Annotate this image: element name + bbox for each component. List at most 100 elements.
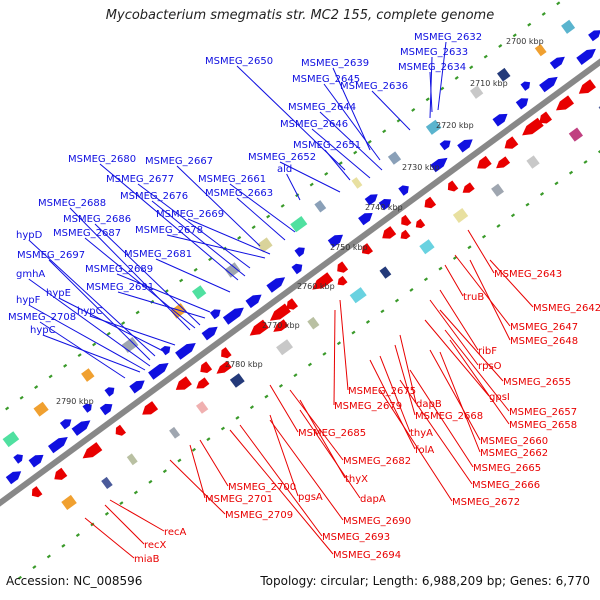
forward-feature-box — [470, 85, 484, 99]
forward-gene-label: MSMEG_2688 — [38, 198, 106, 209]
forward-gene-label: MSMEG_2677 — [106, 174, 174, 185]
forward-leader-line — [311, 128, 371, 179]
reverse-gene-label: MSMEG_2668 — [415, 411, 483, 422]
reverse-gene-label: MSMEG_2709 — [225, 510, 293, 521]
reverse-feature-box — [196, 401, 209, 414]
guide-dot — [498, 44, 503, 48]
forward-leader-line — [48, 259, 151, 361]
reverse-leader-line — [467, 229, 495, 274]
reverse-leader-line — [439, 309, 504, 382]
reverse-gene-label: rpsO — [478, 361, 502, 372]
forward-leader-line — [155, 258, 231, 293]
reverse-gene-label: truB — [463, 292, 484, 303]
reverse-gene-label: dapA — [360, 494, 386, 505]
guide-dot — [75, 533, 80, 538]
reverse-gene-label: MSMEG_2701 — [205, 494, 273, 505]
reverse-leader-line — [84, 517, 135, 559]
forward-gene-label: MSMEG_2678 — [135, 225, 203, 236]
reverse-gene-arrow — [496, 156, 511, 169]
forward-gene-arrow — [430, 157, 448, 173]
guide-dot — [208, 257, 213, 262]
reverse-feature-box — [276, 339, 293, 356]
reverse-leader-line — [109, 499, 165, 532]
forward-gene-label: MSMEG_2691 — [86, 282, 154, 293]
forward-gene-label: MSMEG_2697 — [17, 250, 85, 261]
reverse-gene-label: MSMEG_2675 — [348, 386, 416, 397]
tick-label: 2790 kbp — [56, 397, 94, 406]
reverse-gene-label: MSMEG_2655 — [503, 377, 571, 388]
reverse-gene-arrow — [196, 377, 210, 389]
tick-label: 2720 kbp — [436, 121, 474, 130]
forward-gene-label: MSMEG_2689 — [85, 264, 153, 275]
forward-leader-line — [94, 223, 201, 326]
reverse-feature-box — [229, 373, 245, 388]
genome-summary: Topology: circular; Length: 6,988,209 bp… — [260, 574, 590, 588]
forward-gene-arrow — [99, 403, 113, 416]
forward-gene-arrow — [520, 81, 531, 91]
forward-feature-box — [290, 216, 308, 233]
guide-dot — [568, 170, 574, 175]
guide-dot — [133, 490, 138, 495]
reverse-gene-arrow — [382, 226, 397, 239]
forward-gene-arrow — [576, 48, 596, 65]
guide-dot — [32, 565, 37, 570]
forward-gene-arrow — [378, 199, 392, 211]
guide-dot — [554, 181, 559, 186]
forward-feature-box — [387, 151, 402, 165]
reverse-leader-line — [429, 349, 481, 441]
forward-leader-line — [429, 71, 433, 113]
forward-gene-arrow — [28, 454, 44, 468]
reverse-gene-arrow — [142, 401, 159, 415]
forward-gene-arrow — [327, 234, 343, 248]
reverse-gene-label: thyA — [410, 428, 433, 439]
guide-dot — [324, 171, 329, 176]
guide-dot — [278, 383, 284, 388]
forward-gene-arrow — [549, 56, 565, 70]
forward-gene-arrow — [492, 113, 508, 127]
forward-gene-arrow — [291, 263, 303, 275]
forward-gene-label: MSMEG_2645 — [292, 74, 360, 85]
reverse-leader-line — [394, 344, 416, 416]
forward-gene-arrow — [129, 380, 145, 394]
reverse-leader-line — [269, 419, 344, 521]
reverse-gene-label: thyX — [345, 474, 368, 485]
forward-leader-line — [166, 234, 266, 259]
reverse-gene-label: MSMEG_2658 — [509, 420, 577, 431]
forward-gene-label: MSMEG_2632 — [414, 32, 482, 43]
reverse-feature-box — [526, 155, 540, 169]
tick-label: 2760 kbp — [297, 282, 335, 291]
reverse-feature-box — [452, 208, 469, 223]
guide-dot — [104, 511, 109, 516]
forward-gene-label: MSMEG_2667 — [145, 156, 213, 167]
guide-dot — [440, 86, 445, 91]
reverse-gene-label: ribF — [478, 346, 497, 357]
forward-gene-arrow — [457, 139, 473, 153]
forward-gene-label: MSMEG_2661 — [198, 174, 266, 185]
forward-gene-arrow — [201, 326, 218, 341]
reverse-leader-line — [424, 319, 490, 397]
forward-gene-label: MSMEG_2646 — [280, 119, 348, 130]
guide-dot — [193, 267, 198, 272]
reverse-gene-arrow — [115, 424, 126, 436]
reverse-gene-label: MSMEG_2657 — [509, 407, 577, 418]
reverse-leader-line — [444, 264, 464, 297]
reverse-feature-box — [61, 494, 77, 510]
tick-label: 2750 kbp — [330, 243, 368, 252]
forward-leader-line — [187, 218, 271, 255]
reverse-gene-arrow — [286, 298, 298, 310]
reverse-gene-arrow — [447, 180, 459, 192]
reverse-gene-label: MSMEG_2682 — [343, 456, 411, 467]
reverse-gene-label: MSMEG_2648 — [510, 336, 578, 347]
reverse-leader-line — [429, 299, 479, 366]
guide-dot — [481, 234, 487, 239]
guide-dot — [496, 224, 501, 228]
reverse-leader-line — [339, 299, 349, 391]
forward-gene-arrow — [398, 185, 409, 196]
forward-gene-arrow — [71, 420, 91, 436]
reverse-leader-line — [369, 359, 416, 450]
map-title: Mycobacterium smegmatis str. MC2 155, co… — [105, 8, 495, 23]
forward-gene-arrow — [439, 140, 451, 151]
reverse-leader-line — [489, 259, 534, 308]
guide-dot — [179, 278, 184, 283]
